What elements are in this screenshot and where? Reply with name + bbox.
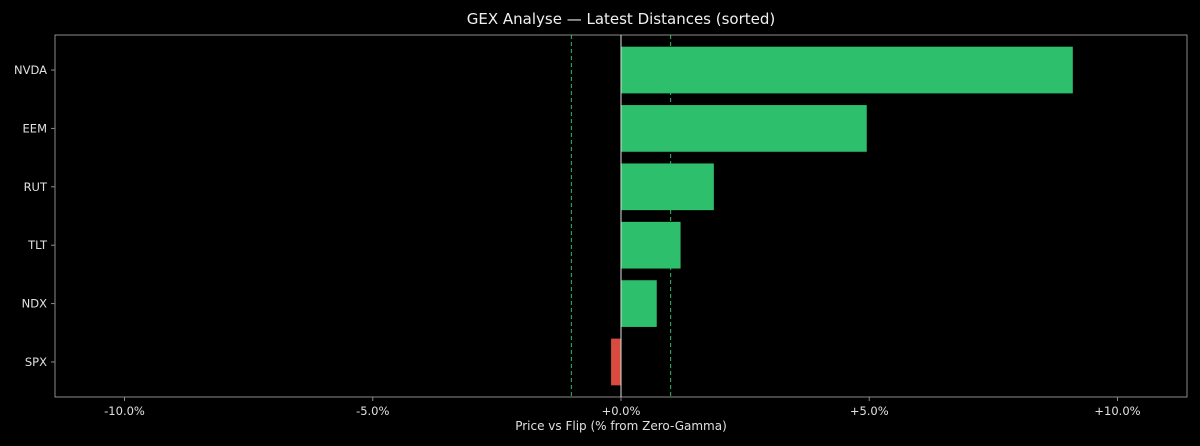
chart-title: GEX Analyse — Latest Distances (sorted) — [467, 10, 776, 28]
y-tick-label: NDX — [22, 297, 47, 311]
x-axis-label: Price vs Flip (% from Zero-Gamma) — [515, 419, 727, 433]
plot-area: NVDA EEM RUT TLT NDX SPX -10.0% -5.0% +0.0% +5.0%… — [14, 34, 1188, 418]
x-tick-label: -5.0% — [356, 404, 389, 418]
x-tick-label: -10.0% — [104, 404, 145, 418]
y-tick-label: RUT — [24, 180, 48, 194]
y-tick-label: TLT — [27, 238, 48, 252]
y-tick-label: EEM — [23, 121, 47, 135]
bar-tlt — [621, 221, 681, 269]
x-tick-label: +0.0% — [602, 404, 641, 418]
x-tick-label: +5.0% — [850, 404, 889, 418]
y-tick-label: NVDA — [14, 63, 47, 77]
bar-spx — [611, 338, 621, 386]
bar-rut — [621, 163, 714, 211]
x-tick-label: +10.0% — [1094, 404, 1140, 418]
bar-eem — [621, 105, 867, 152]
y-tick-label: SPX — [25, 355, 47, 369]
bar-nvda — [621, 46, 1073, 94]
bar-ndx — [621, 280, 657, 327]
